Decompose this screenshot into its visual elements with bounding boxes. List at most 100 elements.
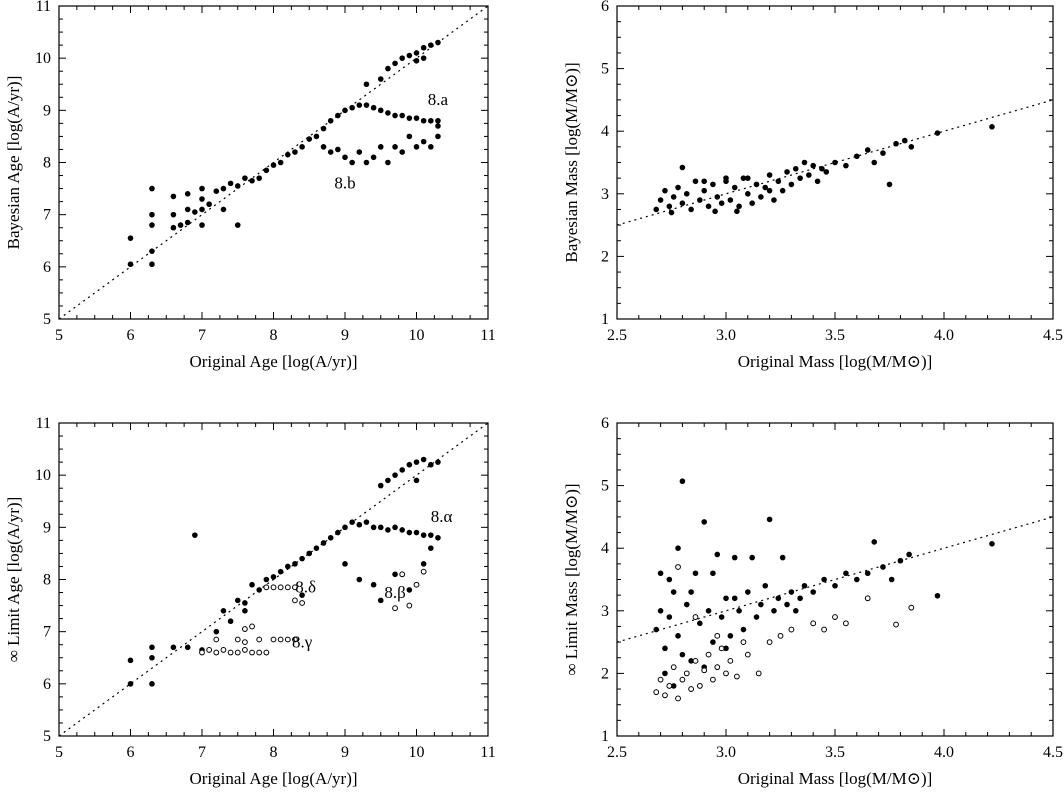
data-point-filled (801, 582, 808, 589)
data-point-filled (854, 153, 860, 160)
data-point-filled (731, 554, 738, 561)
y-tick-label: 4 (601, 540, 609, 557)
data-point-open (249, 649, 255, 656)
data-point-filled (199, 222, 205, 228)
data-point-open (242, 647, 248, 653)
data-point-filled (299, 592, 305, 598)
y-tick-label: 6 (43, 676, 51, 693)
data-point-open (688, 686, 695, 692)
data-point-open (270, 636, 277, 643)
y-tick-label: 1 (601, 311, 609, 328)
x-tick-label: 8 (270, 744, 278, 761)
data-point-open (718, 645, 725, 652)
data-point-filled (356, 102, 363, 108)
x-tick-label: 7 (198, 327, 206, 344)
data-point-filled (806, 172, 812, 178)
data-point-filled (184, 644, 191, 651)
data-point-filled (199, 196, 205, 202)
data-point-filled (666, 576, 673, 583)
data-point-filled (657, 570, 664, 577)
data-point-filled (385, 159, 391, 166)
data-point-filled (234, 597, 241, 604)
data-point-filled (263, 167, 270, 174)
x-tick-label: 3.0 (716, 327, 736, 344)
data-point-filled (740, 626, 747, 633)
y-axis-label: ∞ Limit Mass [log(M/M⊙)] (562, 483, 581, 675)
data-point-filled (149, 185, 155, 192)
data-point-filled (356, 149, 363, 155)
data-point-filled (435, 123, 441, 129)
data-point-open (242, 639, 248, 645)
data-point-filled (370, 524, 377, 531)
annotation-label: 8.β (384, 583, 405, 602)
data-point-filled (435, 39, 441, 46)
data-point-filled (242, 175, 248, 181)
x-tick-label: 10 (409, 327, 425, 344)
x-tick-label: 11 (480, 327, 495, 344)
data-point-filled (277, 568, 284, 575)
data-point-filled (745, 589, 751, 595)
data-point-filled (901, 137, 908, 144)
data-point-filled (670, 194, 677, 200)
panel-bayes-age: 5 6 7 8 9 10 11 5 6 7 8 9 10 11 Original Age [log(A/yr… (4, 0, 496, 371)
data-point-open (662, 692, 668, 699)
data-point-filled (428, 117, 434, 124)
data-point-filled (435, 459, 441, 465)
data-point-open (406, 602, 413, 609)
data-point-filled (392, 144, 398, 150)
data-point-filled (727, 633, 734, 639)
data-point-open (696, 683, 703, 689)
data-point-filled (177, 222, 184, 228)
data-point-open (727, 657, 734, 664)
y-tick-label: 6 (601, 0, 609, 15)
y-tick-label: 5 (601, 61, 609, 78)
data-point-filled (385, 527, 391, 533)
data-point-filled (668, 209, 675, 216)
data-point-filled (670, 683, 677, 689)
data-point-filled (256, 587, 263, 593)
data-point-filled (192, 209, 198, 215)
data-point-filled (701, 178, 707, 185)
data-point-filled (220, 608, 227, 614)
data-point-filled (886, 181, 893, 188)
data-point-filled (435, 133, 441, 140)
data-point-filled (313, 545, 320, 551)
data-point-filled (843, 162, 849, 169)
data-point-filled (736, 203, 742, 210)
data-point-filled (762, 582, 769, 589)
data-point-filled (723, 645, 729, 652)
data-point-filled (758, 601, 764, 608)
data-point-filled (285, 563, 291, 570)
data-point-filled (705, 608, 712, 614)
data-point-filled (149, 654, 155, 661)
data-point-open (263, 584, 270, 591)
x-axis-label: Original Mass [log(M/M⊙)] (738, 352, 933, 371)
data-point-filled (306, 136, 313, 142)
data-point-filled (788, 589, 795, 595)
data-point-filled (723, 595, 729, 602)
data-point-filled (420, 138, 427, 145)
data-point-filled (292, 561, 298, 567)
data-point-filled (666, 614, 673, 620)
data-point-filled (220, 206, 227, 213)
data-point-filled (184, 206, 191, 213)
data-point-filled (745, 175, 751, 181)
data-point-filled (775, 595, 782, 602)
y-tick-label: 7 (43, 624, 51, 641)
x-tick-label: 3.0 (716, 744, 736, 761)
data-point-filled (823, 169, 830, 175)
data-point-open (284, 584, 291, 591)
data-point-filled (653, 206, 660, 213)
data-point-filled (766, 187, 773, 194)
data-point-filled (170, 211, 177, 218)
data-point-open (284, 636, 291, 643)
data-point-open (657, 676, 664, 683)
y-tick-label: 6 (43, 259, 51, 276)
data-point-filled (349, 519, 355, 525)
x-tick-label: 8 (270, 327, 278, 344)
data-point-filled (377, 597, 384, 604)
data-point-filled (934, 130, 941, 136)
x-tick-label: 5 (55, 327, 63, 344)
data-point-filled (299, 144, 305, 150)
data-point-filled (127, 235, 134, 241)
